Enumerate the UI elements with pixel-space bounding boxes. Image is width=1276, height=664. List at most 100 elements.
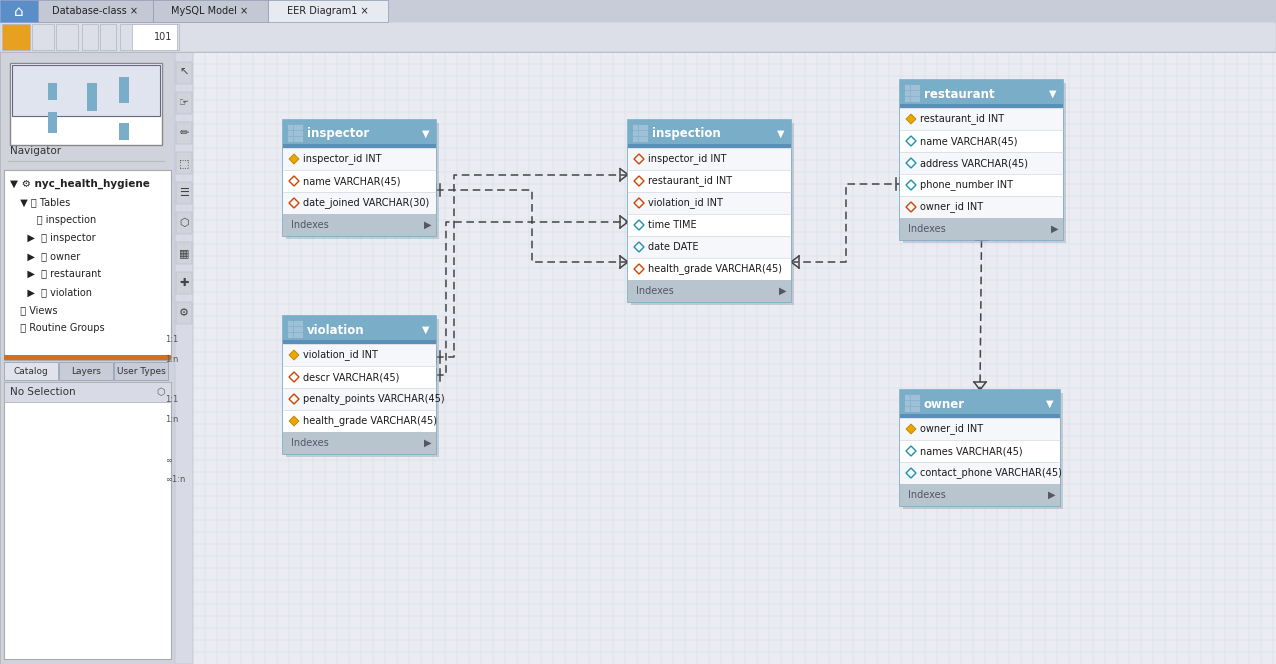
Bar: [900, 418, 1060, 440]
Text: date DATE: date DATE: [648, 242, 698, 252]
Text: ▶: ▶: [1049, 490, 1055, 500]
Bar: [628, 214, 791, 236]
Bar: [47, 112, 57, 133]
Bar: [628, 170, 791, 192]
Bar: [903, 84, 920, 102]
Text: ▼: ▼: [422, 325, 430, 335]
Text: EER Diagram1 ×: EER Diagram1 ×: [287, 6, 369, 16]
Bar: [82, 24, 98, 50]
Text: Layers: Layers: [71, 367, 101, 376]
Bar: [4, 355, 171, 360]
Text: Navigator: Navigator: [10, 146, 61, 156]
Bar: [176, 302, 191, 324]
Bar: [153, 0, 268, 22]
Bar: [283, 192, 436, 214]
Text: 📋 inspection: 📋 inspection: [18, 215, 96, 225]
Text: ⬡: ⬡: [157, 387, 166, 397]
Text: health_grade VARCHAR(45): health_grade VARCHAR(45): [648, 264, 782, 274]
Text: Indexes: Indexes: [909, 490, 946, 500]
Bar: [286, 123, 439, 239]
Text: ⬡: ⬡: [179, 218, 189, 228]
Bar: [283, 214, 436, 236]
Text: Catalog: Catalog: [14, 367, 48, 376]
Bar: [283, 316, 436, 454]
Bar: [100, 24, 116, 50]
Bar: [632, 123, 794, 305]
Text: ⌂: ⌂: [14, 3, 24, 19]
Bar: [176, 272, 191, 294]
Text: name VARCHAR(45): name VARCHAR(45): [920, 136, 1017, 146]
Bar: [283, 410, 436, 432]
Bar: [0, 22, 1276, 52]
Text: address VARCHAR(45): address VARCHAR(45): [920, 158, 1028, 168]
Bar: [283, 344, 436, 366]
Text: 1:n: 1:n: [165, 416, 179, 424]
Bar: [10, 63, 162, 145]
Polygon shape: [288, 416, 299, 426]
Bar: [903, 83, 1065, 243]
Polygon shape: [906, 424, 916, 434]
Bar: [87, 83, 97, 112]
Text: ▶  📋 restaurant: ▶ 📋 restaurant: [18, 269, 101, 279]
Text: owner_id INT: owner_id INT: [920, 424, 983, 434]
Text: 📁 Views: 📁 Views: [14, 305, 57, 315]
Bar: [0, 0, 1276, 22]
Bar: [119, 77, 129, 103]
Text: 101: 101: [153, 32, 172, 42]
Bar: [283, 366, 436, 388]
Bar: [0, 0, 1276, 52]
Bar: [903, 393, 1063, 509]
Text: ▶  📋 owner: ▶ 📋 owner: [18, 251, 80, 261]
Text: penalty_points VARCHAR(45): penalty_points VARCHAR(45): [302, 394, 444, 404]
Bar: [900, 218, 1063, 240]
Bar: [0, 0, 38, 22]
Text: ✏: ✏: [180, 128, 189, 138]
Bar: [268, 0, 388, 22]
Text: inspector_id INT: inspector_id INT: [648, 153, 726, 165]
Text: restaurant_id INT: restaurant_id INT: [920, 114, 1004, 124]
Bar: [900, 484, 1060, 506]
Bar: [176, 62, 191, 84]
Bar: [0, 52, 175, 664]
Bar: [59, 362, 114, 380]
Bar: [283, 432, 436, 454]
Bar: [628, 192, 791, 214]
Bar: [175, 52, 193, 664]
Polygon shape: [288, 154, 299, 164]
Bar: [176, 152, 191, 174]
Text: name VARCHAR(45): name VARCHAR(45): [302, 176, 401, 186]
Bar: [114, 362, 168, 380]
Bar: [900, 152, 1063, 174]
Bar: [32, 24, 54, 50]
Bar: [286, 319, 439, 457]
Bar: [283, 316, 436, 344]
Bar: [628, 258, 791, 280]
Text: inspector_id INT: inspector_id INT: [302, 153, 382, 165]
Text: ▶: ▶: [1051, 224, 1059, 234]
Bar: [283, 120, 436, 236]
Bar: [900, 414, 1060, 418]
Text: health_grade VARCHAR(45): health_grade VARCHAR(45): [302, 416, 436, 426]
Bar: [287, 124, 302, 142]
Bar: [4, 362, 57, 380]
Bar: [3, 24, 31, 50]
Bar: [628, 120, 791, 302]
Bar: [628, 144, 791, 148]
Text: ▶  📋 inspector: ▶ 📋 inspector: [18, 233, 96, 243]
Bar: [4, 170, 171, 360]
Text: ▦: ▦: [179, 248, 189, 258]
Text: 📁 Routine Groups: 📁 Routine Groups: [14, 323, 105, 333]
Bar: [903, 394, 920, 412]
Text: ▼: ▼: [1049, 89, 1057, 99]
Text: phone_number INT: phone_number INT: [920, 179, 1013, 191]
Text: ▶: ▶: [424, 438, 431, 448]
Text: ▼: ▼: [777, 129, 785, 139]
Bar: [176, 122, 191, 144]
Text: 1:1: 1:1: [165, 335, 179, 345]
Text: violation_id INT: violation_id INT: [648, 198, 723, 208]
Bar: [56, 24, 78, 50]
Bar: [157, 24, 179, 50]
Text: owner: owner: [924, 398, 965, 410]
Text: descr VARCHAR(45): descr VARCHAR(45): [302, 372, 399, 382]
Text: Database-class ×: Database-class ×: [52, 6, 138, 16]
